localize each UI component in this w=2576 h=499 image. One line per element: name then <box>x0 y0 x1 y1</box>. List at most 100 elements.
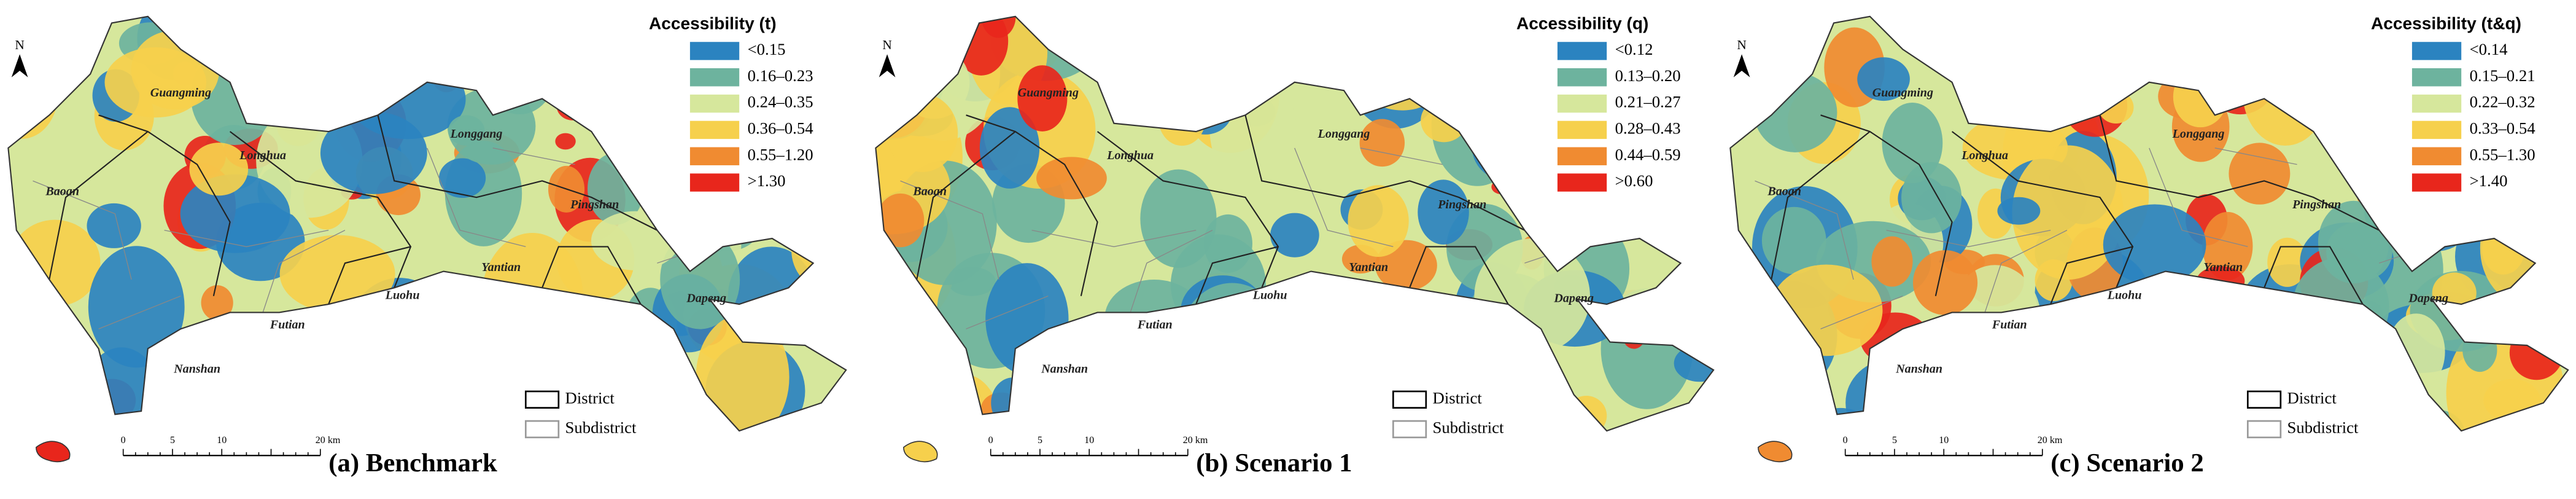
legend-title: Accessibility (q) <box>1516 14 1648 33</box>
subdistrict-boundary <box>492 147 575 165</box>
legend-swatch <box>689 68 740 87</box>
map-zone <box>448 115 485 146</box>
map-zone <box>242 373 317 431</box>
district-boundary <box>2264 246 2364 305</box>
north-label: N <box>15 37 24 52</box>
subdistrict-boundary <box>1886 229 2051 248</box>
map-zone <box>637 44 684 93</box>
map-zone <box>1754 73 1837 152</box>
panel-caption: (c) Scenario 2 <box>2050 449 2204 477</box>
map-zone <box>886 93 958 172</box>
legend-label: 0.16–0.23 <box>748 66 813 85</box>
map-zone <box>2119 293 2185 359</box>
map-zone <box>2509 325 2564 380</box>
legend-swatch <box>2411 42 2462 60</box>
district-boundary <box>1771 131 1871 280</box>
subdistrict-boundary <box>2214 147 2297 165</box>
map-zone <box>433 384 480 431</box>
map-zone <box>257 355 307 422</box>
map-zone <box>2063 398 2100 422</box>
district-boundary <box>1409 246 1509 305</box>
map-zone <box>1649 195 1684 237</box>
map-zone <box>1379 21 1411 49</box>
map-panel: Guangming Baoan Longhua Longgang Pingshan Dap… <box>1729 14 2569 477</box>
map-zone <box>2036 32 2076 65</box>
map-zone <box>1178 85 1233 135</box>
district-label: Longhua <box>1106 149 1154 162</box>
subdistrict-boundary <box>427 147 526 248</box>
map-zone <box>784 287 847 342</box>
legend-label: <0.12 <box>1615 40 1653 58</box>
district-boundary <box>2050 246 2133 305</box>
map-zone <box>2275 16 2310 41</box>
legend-label: 0.28–0.43 <box>1615 119 1681 138</box>
map-outline <box>875 15 1715 432</box>
map-zone <box>664 201 734 252</box>
island <box>903 441 938 463</box>
legend-label: 0.55–1.20 <box>748 145 813 163</box>
district-boundary <box>1195 246 1279 305</box>
map-zone <box>172 374 221 412</box>
map-zone <box>1418 179 1469 245</box>
island <box>36 441 71 463</box>
district-label: Longhua <box>1961 149 2008 162</box>
map-zone <box>2318 200 2389 284</box>
map-zone <box>407 351 485 430</box>
legend-title: Accessibility (t) <box>649 14 777 33</box>
subdistrict-boundary <box>1130 230 1213 313</box>
legend-label: 0.55–1.30 <box>2470 145 2535 163</box>
district-label: Longgang <box>1317 127 1370 141</box>
map-zone <box>2173 66 2228 128</box>
scale-label: 0 <box>121 435 126 446</box>
scale-label: 20 km <box>316 435 341 446</box>
map-zone <box>389 377 467 431</box>
map-zone <box>424 291 444 305</box>
map-zone <box>2124 403 2189 431</box>
map-zone <box>1218 367 1324 431</box>
district-label: Baoan <box>1767 185 1801 198</box>
map-zone <box>88 246 185 368</box>
map-zone <box>320 111 427 194</box>
district-label: Baoan <box>45 185 79 198</box>
subdistrict-boundary <box>1360 147 1443 165</box>
scale-label: 0 <box>988 435 993 446</box>
map-zone <box>1761 206 1826 275</box>
map-zone <box>384 333 433 369</box>
map-zone <box>1270 213 1319 257</box>
district-label: Futian <box>270 318 305 331</box>
map-zone <box>1952 16 1989 39</box>
map-zone <box>481 232 584 365</box>
map-zone <box>379 331 450 417</box>
district-label: Yantian <box>481 261 521 274</box>
scale-label: 0 <box>1843 435 1848 446</box>
map-zone <box>1237 383 1306 431</box>
map-zone <box>180 174 290 253</box>
layer-swatch <box>1392 420 1427 439</box>
layer-swatch <box>2246 390 2282 409</box>
legend-label: 0.21–0.27 <box>1615 93 1681 111</box>
subdistrict-boundary <box>1031 229 1197 248</box>
legend-swatch <box>1557 42 1607 60</box>
map-zone <box>1403 16 1468 71</box>
map-zone <box>104 47 207 118</box>
district-label: Longgang <box>2172 127 2225 141</box>
legend-label: 0.13–0.20 <box>1615 66 1681 85</box>
layer-label: Subdistrict <box>2287 418 2359 437</box>
district-boundary <box>541 246 642 305</box>
map-zone <box>883 366 941 415</box>
map-zone <box>1623 324 1645 349</box>
island <box>1758 441 1793 463</box>
map-zone <box>1730 296 1774 373</box>
map-zone <box>887 16 964 77</box>
map-zone <box>1313 16 1385 57</box>
map-zone <box>406 324 444 348</box>
scale-label: 5 <box>170 435 175 446</box>
layer-swatch <box>2246 420 2282 439</box>
map-zone <box>2256 16 2311 82</box>
district-label: Futian <box>1137 318 1173 331</box>
map-zone <box>2156 272 2201 326</box>
subdistrict-boundary <box>1294 147 1394 248</box>
map-zone <box>1070 16 1139 77</box>
district-label: Guangming <box>150 86 211 100</box>
map-zone <box>2303 60 2371 123</box>
